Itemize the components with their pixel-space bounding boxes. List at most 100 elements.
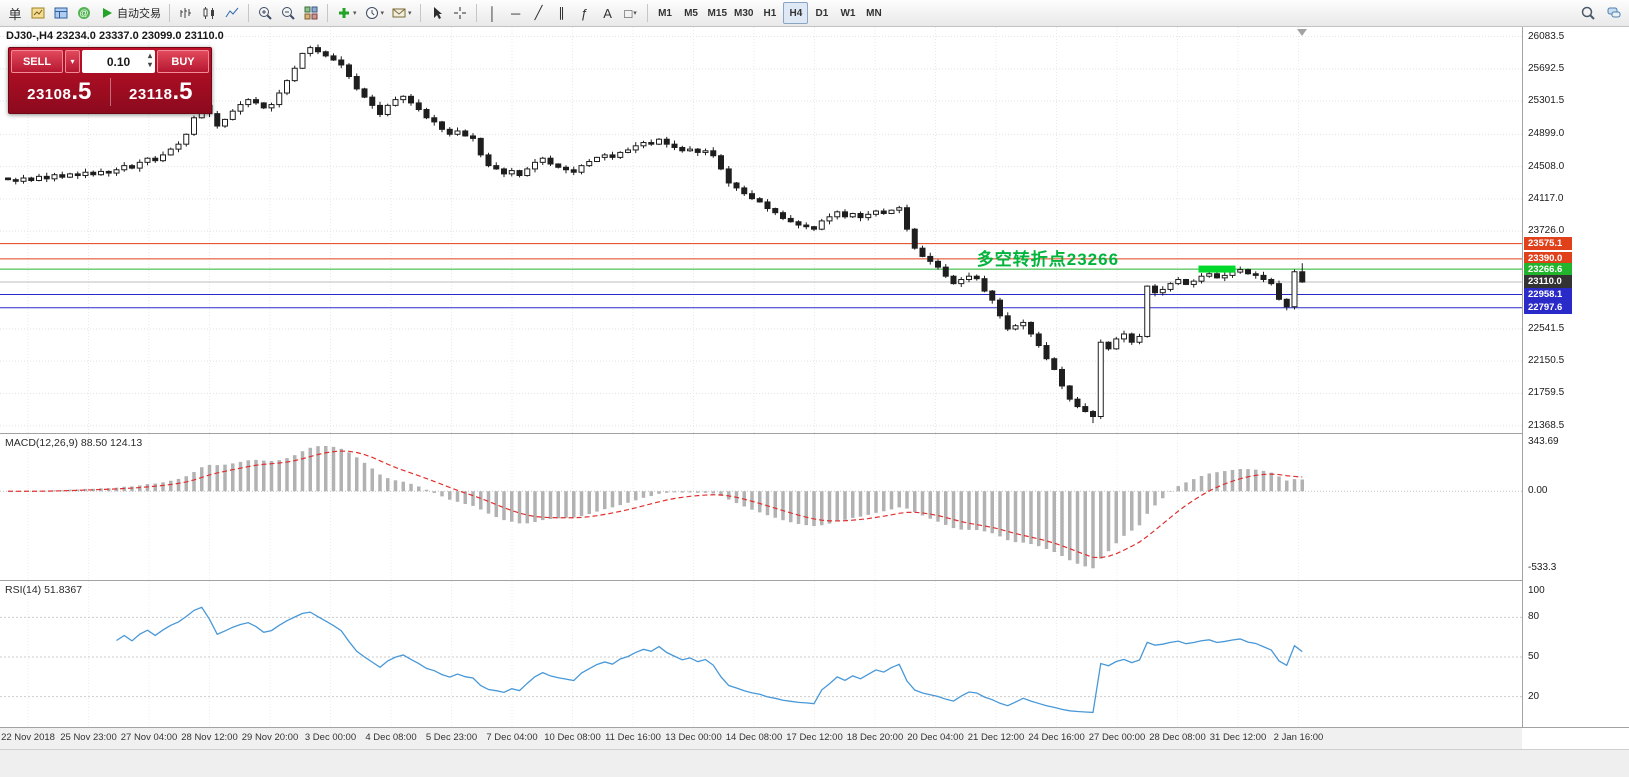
volume-value: 0.10 — [106, 54, 131, 69]
price-scale[interactable]: 26083.5 25692.5 25301.5 24899.0 24508.0 24117… — [1523, 27, 1629, 727]
timeframe-mn-button[interactable]: MN — [866, 7, 882, 19]
rsi-panel[interactable] — [0, 581, 1522, 727]
chart-window-icon[interactable] — [27, 2, 49, 24]
line-chart-icon[interactable] — [221, 2, 243, 24]
new-order-button[interactable]: 单 — [8, 6, 22, 22]
scale-separator — [1522, 27, 1523, 727]
timeframe-h4-button[interactable]: H4 — [783, 2, 809, 24]
buy-price[interactable]: 23118.5 — [129, 78, 193, 105]
time-axis-label: 5 Dec 23:00 — [425, 732, 478, 743]
macd-panel[interactable] — [0, 434, 1522, 580]
volume-stepper[interactable]: ▴ ▾ — [147, 51, 152, 69]
timeframe-m15-button[interactable]: M15 — [707, 7, 727, 19]
rsi-axis-label: 100 — [1528, 585, 1545, 596]
symbol-ohlc-info: DJ30-,H4 23234.0 23337.0 23099.0 23110.0 — [6, 30, 224, 42]
chart-annotation-text: 多空转折点23266 — [976, 250, 1120, 270]
timeframe-d1-button[interactable]: D1 — [815, 7, 829, 19]
time-axis-label: 4 Dec 08:00 — [365, 732, 417, 743]
price-axis-label: 22541.5 — [1528, 322, 1565, 334]
current-price-tag: 23110.0 — [1524, 275, 1572, 289]
toolbar-separator — [419, 4, 421, 22]
zoom-in-icon[interactable] — [254, 2, 276, 24]
profiles-icon[interactable] — [50, 2, 72, 24]
toolbar-separator — [475, 4, 477, 22]
new-indicator-icon[interactable]: ▾ — [333, 2, 360, 24]
rsi-indicator-label: RSI(14) 51.8367 — [5, 584, 83, 596]
horizontal-line-tool[interactable]: ─ — [510, 5, 521, 21]
price-level-tag: 22797.6 — [1524, 301, 1572, 315]
time-axis-label: 2 Jan 16:00 — [1273, 732, 1324, 743]
price-axis-label: 24508.0 — [1528, 160, 1565, 172]
toolbar-separator — [646, 4, 648, 22]
toolbar-separator — [169, 4, 170, 22]
price-divider — [109, 78, 111, 106]
toolbar-right-group — [1577, 2, 1625, 24]
order-type-dropdown[interactable]: ▾ — [65, 50, 80, 73]
sell-price[interactable]: 23108.5 — [27, 78, 92, 105]
sell-button[interactable]: SELL — [11, 50, 63, 73]
time-axis-label: 7 Dec 04:00 — [486, 732, 538, 743]
vertical-line-tool[interactable]: │ — [488, 5, 497, 21]
buy-button[interactable]: BUY — [157, 50, 209, 73]
macd-axis-label: -533.3 — [1528, 561, 1557, 573]
macd-axis-label: 343.69 — [1528, 436, 1559, 448]
timeframe-w1-button[interactable]: W1 — [840, 7, 856, 19]
price-axis-label: 26083.5 — [1528, 30, 1565, 42]
macd-axis-label: 0.00 — [1528, 485, 1548, 497]
panel-separator[interactable] — [0, 433, 1629, 434]
time-axis-label: 10 Dec 08:00 — [544, 732, 601, 743]
time-axis-label: 3 Dec 00:00 — [304, 732, 357, 743]
panel-separator[interactable] — [0, 580, 1629, 581]
price-axis-label: 24899.0 — [1528, 128, 1565, 140]
svg-text:@: @ — [79, 8, 88, 18]
templates-icon[interactable]: ▾ — [388, 2, 415, 24]
time-axis-label: 29 Nov 20:00 — [241, 732, 299, 743]
candlestick-icon[interactable] — [198, 2, 220, 24]
toolbar-separator — [248, 4, 249, 22]
time-axis-label: 18 Dec 20:00 — [846, 732, 904, 743]
main-chart[interactable] — [0, 27, 1522, 433]
community-icon[interactable]: @ — [73, 2, 95, 24]
search-icon[interactable] — [1577, 2, 1599, 24]
price-level-tag: 23575.1 — [1524, 237, 1572, 251]
time-axis-label: 14 Dec 08:00 — [725, 732, 783, 743]
cursor-icon[interactable] — [426, 2, 448, 24]
timeframe-h1-button[interactable]: H1 — [763, 7, 777, 19]
one-click-trading-panel: SELL ▾ 0.10 ▴ ▾ BUY 23108.5 23118.5 — [8, 47, 212, 114]
price-axis-label: 23726.0 — [1528, 225, 1565, 237]
zoom-out-icon[interactable] — [277, 2, 299, 24]
tile-windows-icon[interactable] — [300, 2, 322, 24]
price-axis-label: 21368.5 — [1528, 419, 1565, 431]
text-tool[interactable]: A — [603, 5, 612, 21]
timeframe-m30-button[interactable]: M30 — [734, 7, 754, 19]
toolbar-separator — [327, 4, 328, 22]
time-axis[interactable]: 22 Nov 2018 25 Nov 23:00 27 Nov 04:00 28 No… — [0, 728, 1522, 749]
crosshair-icon[interactable] — [449, 2, 471, 24]
price-axis-label: 24117.0 — [1528, 192, 1564, 204]
bar-chart-icon[interactable] — [175, 2, 197, 24]
volume-input[interactable]: 0.10 ▴ ▾ — [82, 50, 155, 73]
autotrade-button[interactable]: 自动交易 — [96, 2, 164, 24]
shapes-tool[interactable]: □ ▾ — [624, 5, 637, 21]
chat-icon[interactable] — [1603, 2, 1625, 24]
macd-indicator-label: MACD(12,26,9) 88.50 124.13 — [5, 437, 143, 449]
periods-icon[interactable]: ▾ — [361, 2, 388, 24]
channel-tool[interactable]: ∥ — [558, 5, 565, 20]
time-axis-label: 22 Nov 2018 — [1, 732, 55, 743]
fibonacci-tool[interactable]: ƒ — [580, 5, 589, 21]
time-axis-label: 21 Dec 12:00 — [967, 732, 1025, 743]
time-axis-label: 20 Dec 04:00 — [907, 732, 964, 743]
panel-separator[interactable] — [0, 727, 1629, 728]
time-axis-label: 13 Dec 00:00 — [665, 732, 722, 743]
timeframe-m1-button[interactable]: M1 — [658, 7, 672, 19]
time-axis-label: 31 Dec 12:00 — [1209, 732, 1267, 743]
price-axis-label: 22150.5 — [1528, 355, 1565, 367]
time-axis-label: 27 Nov 04:00 — [120, 732, 178, 743]
timeframe-m5-button[interactable]: M5 — [684, 7, 698, 19]
time-axis-label: 24 Dec 16:00 — [1028, 732, 1085, 743]
price-level-tag: 23390.0 — [1524, 252, 1572, 266]
rsi-axis-label: 20 — [1528, 690, 1540, 702]
price-level-tag: 23266.6 — [1524, 262, 1572, 276]
trendline-tool[interactable]: ╱ — [534, 5, 543, 20]
